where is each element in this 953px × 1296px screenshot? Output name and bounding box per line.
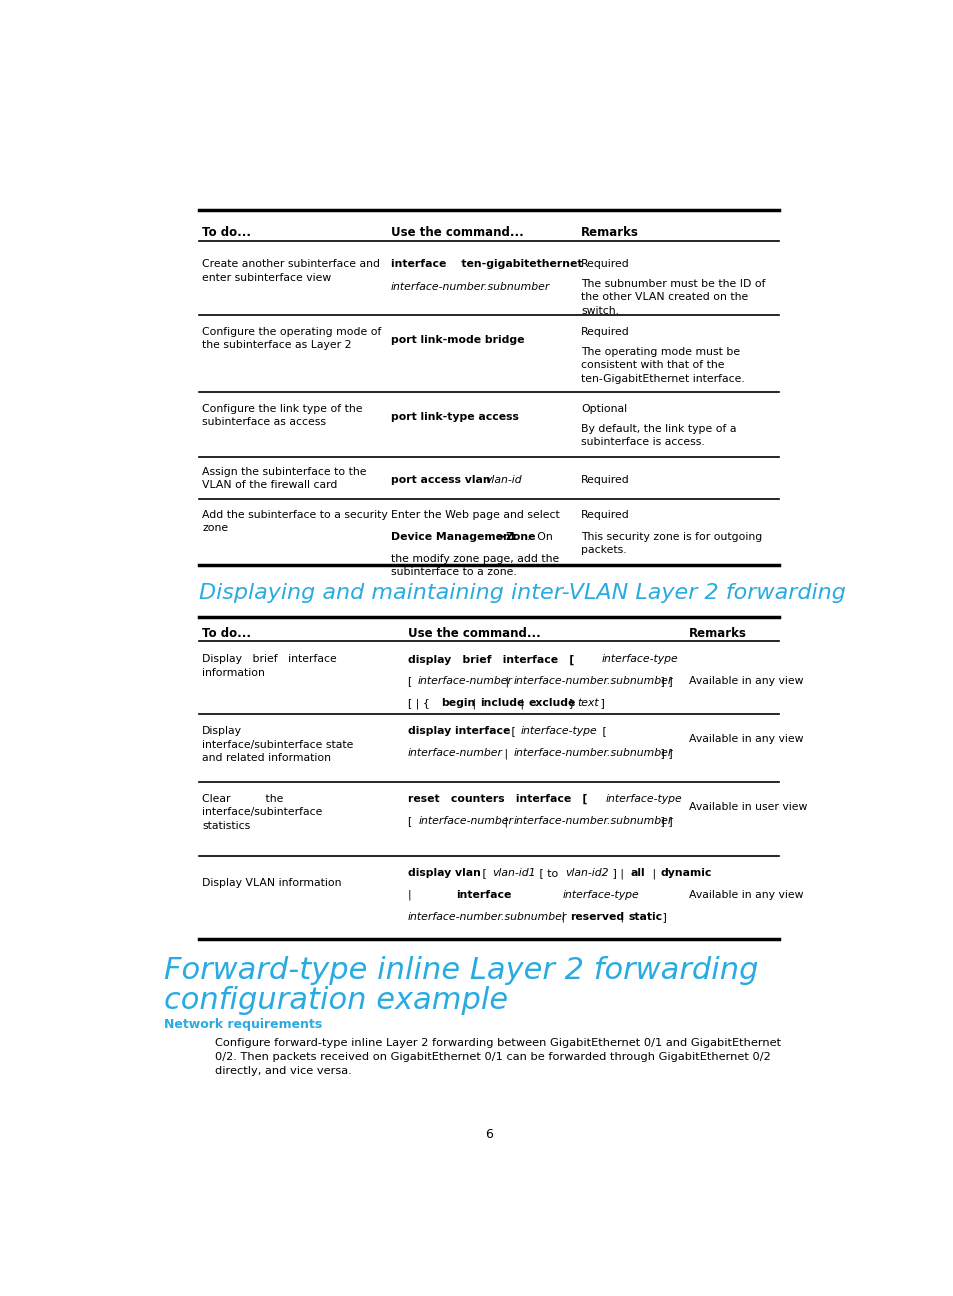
- Text: This security zone is for outgoing
packets.: This security zone is for outgoing packe…: [580, 531, 761, 555]
- Text: Clear          the
interface/subinterface
statistics: Clear the interface/subinterface statist…: [202, 794, 322, 831]
- Text: Assign the subinterface to the
VLAN of the firewall card: Assign the subinterface to the VLAN of t…: [202, 467, 366, 490]
- Text: The operating mode must be
consistent with that of the
ten-GigabitEthernet inter: The operating mode must be consistent wi…: [580, 347, 744, 384]
- Text: reset   counters   interface   [: reset counters interface [: [407, 794, 598, 805]
- Text: [: [: [478, 868, 490, 877]
- Text: |: |: [501, 748, 512, 758]
- Text: Zone: Zone: [505, 531, 536, 542]
- Text: ]: ]: [659, 912, 666, 921]
- Text: display   brief   interface   [: display brief interface [: [407, 654, 584, 665]
- Text: vlan-id1: vlan-id1: [492, 868, 535, 877]
- Text: display vlan: display vlan: [407, 868, 480, 877]
- Text: interface-type: interface-type: [605, 794, 681, 805]
- Text: Display
interface/subinterface state
and related information: Display interface/subinterface state and…: [202, 726, 353, 763]
- Text: Displaying and maintaining inter-VLAN Layer 2 forwarding: Displaying and maintaining inter-VLAN La…: [199, 583, 845, 603]
- Text: Required: Required: [580, 474, 629, 485]
- Text: reserved: reserved: [570, 912, 623, 921]
- Text: 6: 6: [484, 1129, 493, 1142]
- Text: Configure forward-type inline Layer 2 forwarding between GigabitEthernet 0/1 and: Configure forward-type inline Layer 2 fo…: [215, 1038, 781, 1076]
- Text: .. On: .. On: [527, 531, 553, 542]
- Text: ]: ]: [597, 699, 604, 709]
- Text: |: |: [501, 816, 512, 827]
- Text: |: |: [469, 699, 479, 709]
- Text: port link-type access: port link-type access: [390, 412, 517, 422]
- Text: Display   brief   interface
information: Display brief interface information: [202, 654, 336, 678]
- Text: [: [: [508, 726, 518, 736]
- Text: Device Management: Device Management: [390, 531, 515, 542]
- Text: interface-type: interface-type: [520, 726, 597, 736]
- Text: [ to: [ to: [536, 868, 561, 877]
- Text: port link-mode bridge: port link-mode bridge: [390, 336, 523, 345]
- Text: Use the command...: Use the command...: [390, 227, 523, 240]
- Text: |: |: [407, 890, 446, 901]
- Text: interface-number: interface-number: [418, 816, 513, 826]
- Text: interface-number.subnumber: interface-number.subnumber: [514, 677, 673, 687]
- Text: Add the subinterface to a security
zone: Add the subinterface to a security zone: [202, 509, 388, 533]
- Text: ] |: ] |: [608, 868, 626, 879]
- Text: interface: interface: [456, 890, 511, 899]
- Text: exclude: exclude: [528, 699, 575, 709]
- Text: Remarks: Remarks: [580, 227, 639, 240]
- Text: Configure the operating mode of
the subinterface as Layer 2: Configure the operating mode of the subi…: [202, 327, 381, 350]
- Text: >: >: [492, 531, 508, 542]
- Text: Enter the Web page and select: Enter the Web page and select: [390, 509, 558, 520]
- Text: [: [: [598, 726, 606, 736]
- Text: Available in user view: Available in user view: [688, 802, 806, 813]
- Text: interface-number: interface-number: [407, 748, 502, 758]
- Text: include: include: [479, 699, 524, 709]
- Text: Required: Required: [580, 509, 629, 520]
- Text: configuration example: configuration example: [164, 986, 507, 1015]
- Text: vlan-id2: vlan-id2: [564, 868, 608, 877]
- Text: begin: begin: [440, 699, 475, 709]
- Text: dynamic: dynamic: [659, 868, 711, 877]
- Text: Configure the link type of the
subinterface as access: Configure the link type of the subinterf…: [202, 404, 362, 428]
- Text: |: |: [517, 699, 527, 709]
- Text: Available in any view: Available in any view: [688, 890, 802, 899]
- Text: Remarks: Remarks: [688, 626, 745, 639]
- Text: ] ]: ] ]: [657, 748, 673, 758]
- Text: interface-type: interface-type: [562, 890, 639, 899]
- Text: [: [: [407, 677, 415, 687]
- Text: [ | {: [ | {: [407, 699, 433, 709]
- Text: interface-number.subnumber: interface-number.subnumber: [407, 912, 566, 921]
- Text: |: |: [558, 912, 568, 923]
- Text: display interface: display interface: [407, 726, 510, 736]
- Text: interface-number: interface-number: [417, 677, 513, 687]
- Text: The subnumber must be the ID of
the other VLAN created on the
switch.: The subnumber must be the ID of the othe…: [580, 279, 765, 316]
- Text: To do...: To do...: [202, 227, 251, 240]
- Text: To do...: To do...: [202, 626, 251, 639]
- Text: Available in any view: Available in any view: [688, 735, 802, 744]
- Text: |: |: [501, 677, 513, 687]
- Text: interface    ten-gigabitethernet: interface ten-gigabitethernet: [390, 259, 581, 270]
- Text: By default, the link type of a
subinterface is access.: By default, the link type of a subinterf…: [580, 424, 736, 447]
- Text: Create another subinterface and
enter subinterface view: Create another subinterface and enter su…: [202, 259, 379, 283]
- Text: text: text: [577, 699, 598, 709]
- Text: static: static: [628, 912, 662, 921]
- Text: |: |: [617, 912, 627, 923]
- Text: Display VLAN information: Display VLAN information: [202, 877, 341, 888]
- Text: interface-number.subnumber: interface-number.subnumber: [513, 816, 672, 826]
- Text: interface-number.subnumber: interface-number.subnumber: [513, 748, 672, 758]
- Text: [: [: [407, 816, 415, 826]
- Text: }: }: [564, 699, 578, 709]
- Text: |: |: [649, 868, 659, 879]
- Text: ] ]: ] ]: [657, 816, 673, 826]
- Text: port access vlan: port access vlan: [390, 474, 494, 485]
- Text: Available in any view: Available in any view: [688, 677, 802, 687]
- Text: Use the command...: Use the command...: [407, 626, 539, 639]
- Text: Forward-type inline Layer 2 forwarding: Forward-type inline Layer 2 forwarding: [164, 956, 758, 985]
- Text: Optional: Optional: [580, 404, 627, 413]
- Text: the modify zone page, add the
subinterface to a zone.: the modify zone page, add the subinterfa…: [390, 553, 558, 577]
- Text: Network requirements: Network requirements: [164, 1017, 321, 1030]
- Text: Required: Required: [580, 327, 629, 337]
- Text: interface-type: interface-type: [601, 654, 679, 665]
- Text: Required: Required: [580, 259, 629, 270]
- Text: interface-number.subnumber: interface-number.subnumber: [390, 283, 549, 293]
- Text: all: all: [630, 868, 645, 877]
- Text: vlan-id: vlan-id: [485, 474, 521, 485]
- Text: ] ]: ] ]: [657, 677, 673, 687]
